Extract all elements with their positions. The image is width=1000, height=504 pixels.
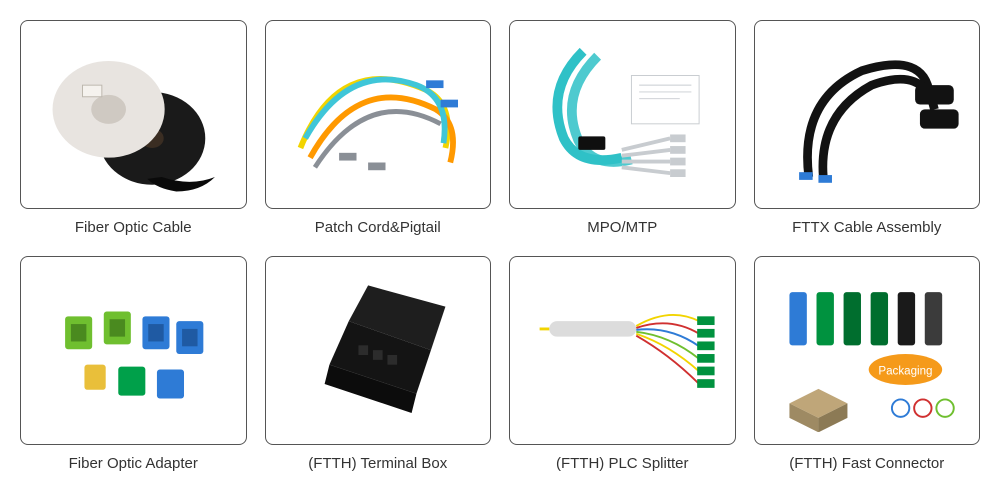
product-label: Fiber Optic Adapter bbox=[69, 455, 198, 472]
ftth-fast-connector-icon: Packaging bbox=[768, 268, 966, 432]
product-label: MPO/MTP bbox=[587, 219, 657, 236]
product-image-patch-cord-pigtail[interactable] bbox=[265, 20, 492, 209]
product-label: (FTTH) PLC Splitter bbox=[556, 455, 689, 472]
product-label: FTTX Cable Assembly bbox=[792, 219, 941, 236]
product-image-fiber-optic-cable[interactable] bbox=[20, 20, 247, 209]
mpo-mtp-icon bbox=[523, 32, 721, 196]
product-label: Patch Cord&Pigtail bbox=[315, 219, 441, 236]
product-image-mpo-mtp[interactable] bbox=[509, 20, 736, 209]
fttx-cable-assembly-icon bbox=[768, 32, 966, 196]
fiber-optic-cable-icon bbox=[34, 32, 232, 196]
product-image-fiber-optic-adapter[interactable] bbox=[20, 256, 247, 445]
product-image-ftth-terminal-box[interactable] bbox=[265, 256, 492, 445]
product-card-mpo-mtp: MPO/MTP bbox=[509, 20, 736, 236]
product-card-patch-cord-pigtail: Patch Cord&Pigtail bbox=[265, 20, 492, 236]
patch-cord-pigtail-icon bbox=[279, 32, 477, 196]
product-card-fiber-optic-adapter: Fiber Optic Adapter bbox=[20, 256, 247, 472]
product-label: (FTTH) Terminal Box bbox=[308, 455, 447, 472]
product-image-ftth-fast-connector[interactable]: Packaging bbox=[754, 256, 981, 445]
product-image-fttx-cable-assembly[interactable] bbox=[754, 20, 981, 209]
product-card-fttx-cable-assembly: FTTX Cable Assembly bbox=[754, 20, 981, 236]
product-image-ftth-plc-splitter[interactable] bbox=[509, 256, 736, 445]
ftth-terminal-box-icon bbox=[279, 268, 477, 432]
product-card-fiber-optic-cable: Fiber Optic Cable bbox=[20, 20, 247, 236]
product-card-ftth-fast-connector: Packaging (FTTH) Fast Connector bbox=[754, 256, 981, 472]
product-card-ftth-terminal-box: (FTTH) Terminal Box bbox=[265, 256, 492, 472]
product-card-ftth-plc-splitter: (FTTH) PLC Splitter bbox=[509, 256, 736, 472]
fiber-optic-adapter-icon bbox=[34, 268, 232, 432]
svg-text:Packaging: Packaging bbox=[878, 365, 932, 377]
product-grid: Fiber Optic Cable Patch Cord&Pigtail bbox=[20, 20, 980, 472]
product-label: Fiber Optic Cable bbox=[75, 219, 192, 236]
product-label: (FTTH) Fast Connector bbox=[789, 455, 944, 472]
ftth-plc-splitter-icon bbox=[523, 268, 721, 432]
